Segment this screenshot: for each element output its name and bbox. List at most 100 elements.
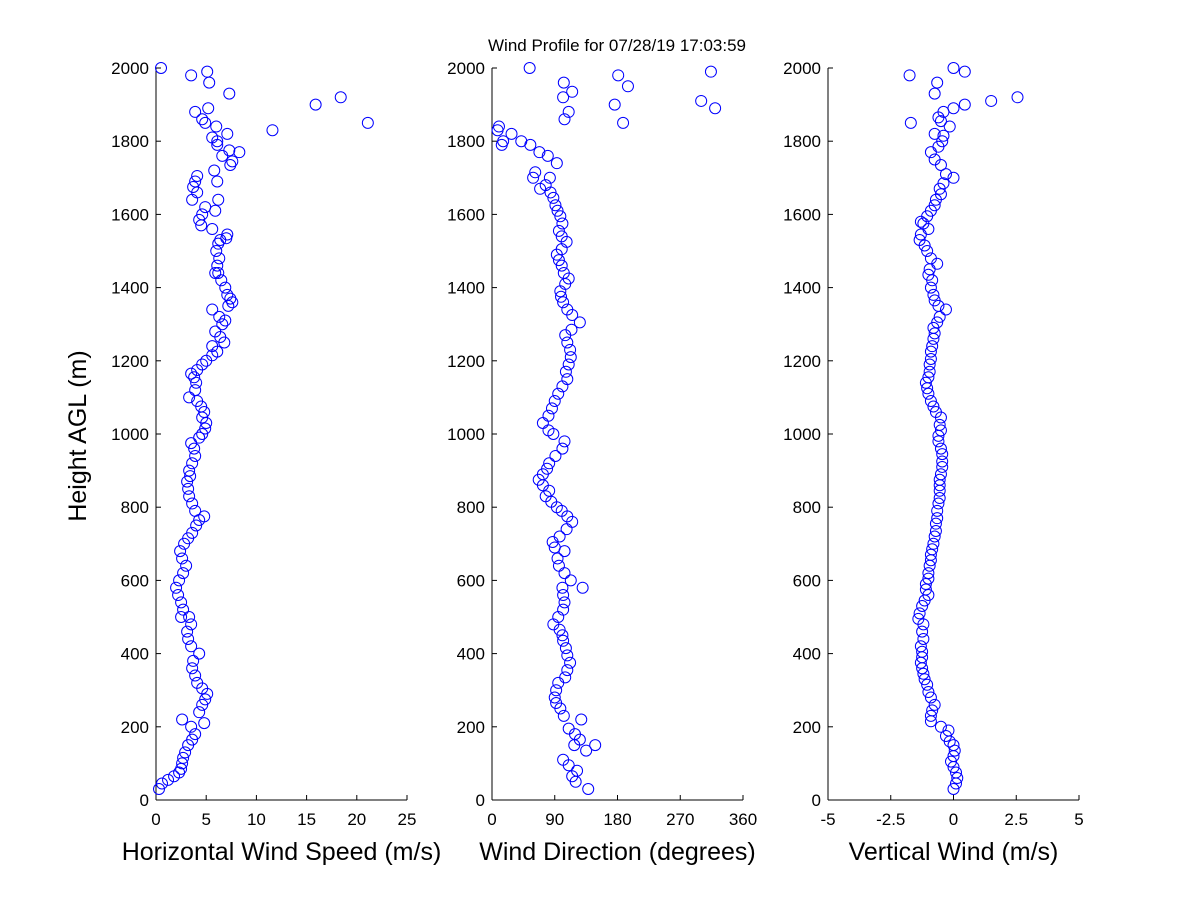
vertical-y-tick-label: 1800: [783, 132, 821, 151]
vertical-data-point: [924, 252, 937, 265]
direction-x-tick-label: 360: [729, 810, 757, 829]
speed-data-point: [181, 625, 194, 638]
vertical-data-point: [939, 729, 952, 742]
vertical-data-point: [926, 340, 939, 353]
speed-data-point: [177, 751, 190, 764]
speed-data-point: [182, 482, 195, 495]
vertical-data-point: [942, 724, 955, 737]
direction-y-tick-label: 1800: [447, 132, 485, 151]
direction-data-point: [495, 138, 508, 151]
vertical-data-point: [903, 69, 916, 82]
direction-data-point: [541, 149, 554, 162]
direction-data-point: [564, 343, 577, 356]
vertical-y-tick-label: 1600: [783, 205, 821, 224]
direction-data-point: [555, 230, 568, 243]
speed-data-point: [189, 384, 202, 397]
vertical-data-point: [919, 583, 932, 596]
vertical-x-tick-label: 0: [949, 810, 958, 829]
direction-data-point: [534, 182, 547, 195]
speed-data-point: [186, 526, 199, 539]
direction-data-point: [558, 435, 571, 448]
speed-data-point: [199, 116, 212, 129]
vertical-y-tick-label: 0: [812, 791, 821, 810]
direction-y-tick-label: 800: [457, 498, 485, 517]
speed-data-point: [221, 288, 234, 301]
speed-data-point: [185, 618, 198, 631]
vertical-data-point: [948, 744, 961, 757]
vertical-data-point: [947, 102, 960, 115]
direction-data-point: [576, 581, 589, 594]
vertical-wind-panel: 0 200 400 600 800 1000 1200 1400 1600 1800 2000 -5 -…: [783, 59, 1084, 866]
direction-data-point: [550, 684, 563, 697]
direction-data-point: [556, 581, 569, 594]
direction-data-point: [557, 634, 570, 647]
direction-data-point: [557, 266, 570, 279]
speed-data-point: [176, 757, 189, 770]
vertical-data-point: [931, 504, 944, 517]
vertical-data-point: [937, 177, 950, 190]
vertical-data-point: [926, 704, 939, 717]
speed-data-point: [184, 470, 197, 483]
direction-data-point: [553, 530, 566, 543]
direction-data-point: [557, 753, 570, 766]
speed-data-point: [187, 180, 200, 193]
speed-data-point: [215, 274, 228, 287]
speed-data-point: [208, 164, 221, 177]
direction-data-point: [552, 559, 565, 572]
vertical-data-point: [922, 268, 935, 281]
speed-data-point: [211, 259, 224, 272]
speed-data-point: [221, 228, 234, 241]
direction-data-point: [543, 171, 556, 184]
vertical-data-point: [933, 418, 946, 431]
vertical-data-point: [916, 600, 929, 613]
vertical-data-point: [929, 517, 942, 530]
direction-data-point: [580, 744, 593, 757]
vertical-data-point: [958, 98, 971, 111]
speed-y-tick-label: 0: [140, 791, 149, 810]
direction-data-point: [548, 541, 561, 554]
speed-data-point: [219, 314, 232, 327]
speed-data-point: [174, 545, 187, 558]
speed-y-tick-label: 800: [121, 498, 149, 517]
direction-data-point: [557, 589, 570, 602]
vertical-y-tick-label: 800: [793, 498, 821, 517]
vertical-data-point: [913, 607, 926, 620]
speed-data-point: [155, 62, 168, 74]
speed-data-point: [196, 428, 209, 440]
direction-data-point: [617, 116, 630, 129]
speed-data-point: [198, 406, 211, 419]
speed-data-point: [170, 581, 183, 594]
vertical-data-point: [928, 127, 941, 140]
vertical-data-point: [904, 116, 917, 129]
vertical-data-point: [934, 115, 947, 128]
speed-x-axis-label: Horizontal Wind Speed (m/s): [122, 838, 442, 866]
direction-data-point: [561, 373, 574, 386]
speed-data-point: [196, 113, 209, 126]
vertical-x-tick-label: -5: [820, 810, 835, 829]
speed-y-tick-label: 200: [121, 718, 149, 737]
speed-data-point: [185, 437, 198, 450]
vertical-data-point: [921, 678, 934, 691]
vertical-data-point: [917, 632, 930, 645]
vertical-y-tick-label: 1000: [783, 425, 821, 444]
speed-data-point: [206, 340, 219, 353]
speed-data-point: [199, 201, 212, 214]
vertical-data-point: [934, 720, 947, 733]
direction-data-point: [515, 135, 528, 148]
speed-data-point: [173, 574, 186, 587]
direction-y-tick-label: 200: [457, 718, 485, 737]
speed-data-point: [198, 717, 211, 730]
speed-data-point: [188, 371, 201, 384]
speed-data-point: [183, 611, 196, 623]
direction-data-point: [564, 574, 577, 587]
speed-data-point: [190, 519, 203, 532]
vertical-data-point: [924, 281, 937, 294]
speed-y-tick-label: 1600: [111, 205, 149, 224]
vertical-x-axis-label: Vertical Wind (m/s): [849, 838, 1059, 866]
direction-data-point: [589, 739, 602, 752]
speed-data-point: [176, 713, 189, 726]
vertical-data-point: [928, 153, 941, 166]
direction-data-point: [582, 783, 595, 796]
